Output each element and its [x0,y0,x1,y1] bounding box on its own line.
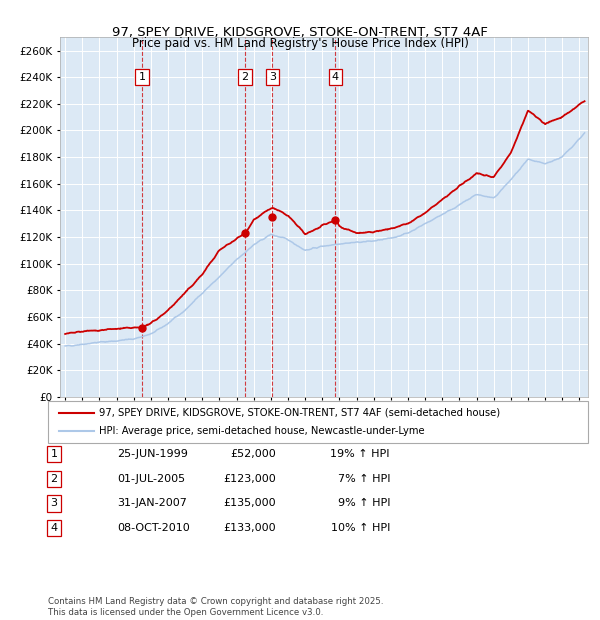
Text: £52,000: £52,000 [230,449,276,459]
Text: 25-JUN-1999: 25-JUN-1999 [117,449,188,459]
Text: £133,000: £133,000 [223,523,276,533]
Text: Contains HM Land Registry data © Crown copyright and database right 2025.
This d: Contains HM Land Registry data © Crown c… [48,598,383,617]
Text: 3: 3 [50,498,58,508]
Text: Price paid vs. HM Land Registry's House Price Index (HPI): Price paid vs. HM Land Registry's House … [131,37,469,50]
Text: 2: 2 [242,72,249,82]
Text: 9% ↑ HPI: 9% ↑ HPI [337,498,390,508]
Text: 01-JUL-2005: 01-JUL-2005 [117,474,185,484]
Text: 08-OCT-2010: 08-OCT-2010 [117,523,190,533]
Text: £123,000: £123,000 [223,474,276,484]
Text: 2: 2 [50,474,58,484]
Text: HPI: Average price, semi-detached house, Newcastle-under-Lyme: HPI: Average price, semi-detached house,… [100,427,425,436]
Text: 97, SPEY DRIVE, KIDSGROVE, STOKE-ON-TRENT, ST7 4AF (semi-detached house): 97, SPEY DRIVE, KIDSGROVE, STOKE-ON-TREN… [100,408,500,418]
Text: 1: 1 [139,72,145,82]
Text: 7% ↑ HPI: 7% ↑ HPI [337,474,390,484]
Text: £135,000: £135,000 [223,498,276,508]
Text: 19% ↑ HPI: 19% ↑ HPI [331,449,390,459]
Text: 10% ↑ HPI: 10% ↑ HPI [331,523,390,533]
Text: 31-JAN-2007: 31-JAN-2007 [117,498,187,508]
Text: 97, SPEY DRIVE, KIDSGROVE, STOKE-ON-TRENT, ST7 4AF: 97, SPEY DRIVE, KIDSGROVE, STOKE-ON-TREN… [112,26,488,39]
Text: 1: 1 [50,449,58,459]
FancyBboxPatch shape [48,401,588,443]
Text: 4: 4 [332,72,339,82]
Text: 4: 4 [50,523,58,533]
Text: 3: 3 [269,72,276,82]
